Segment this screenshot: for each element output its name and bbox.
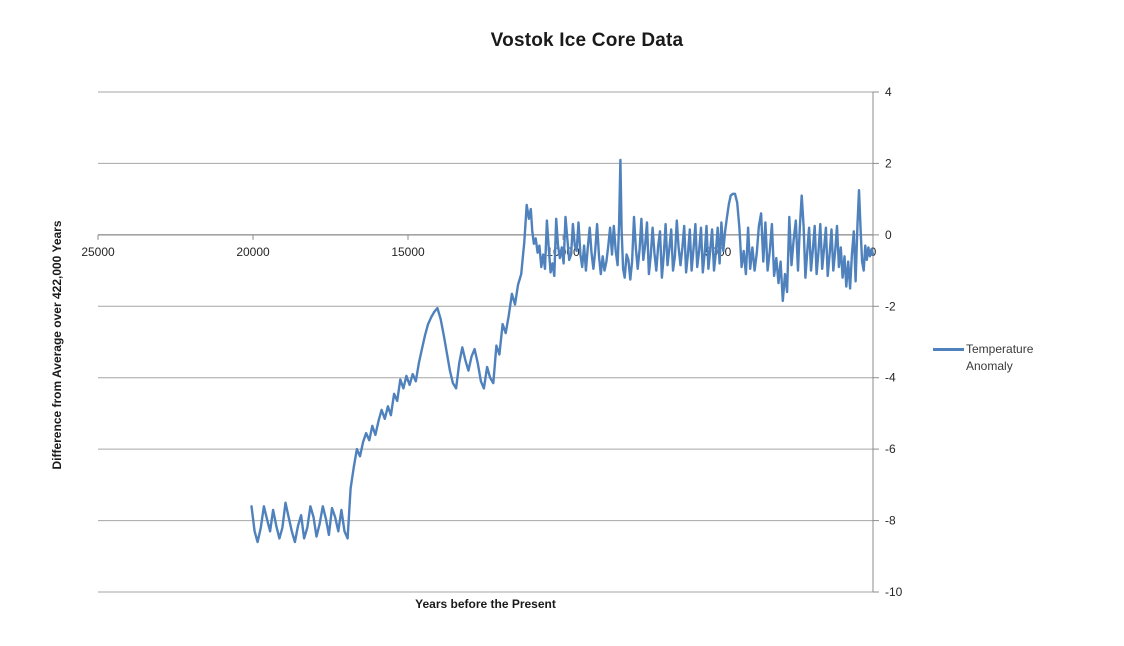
y-tick-label: -4 [885, 371, 896, 385]
y-tick-label: -10 [885, 585, 903, 599]
y-tick-label: -6 [885, 442, 896, 456]
y-tick-label: 0 [885, 228, 892, 242]
x-tick-label: 20000 [236, 245, 270, 259]
legend: Temperature Anomaly [933, 341, 1050, 375]
x-axis-title: Years before the Present [415, 597, 556, 611]
x-tick-label: 25000 [81, 245, 115, 259]
temperature-anomaly-line [250, 158, 875, 544]
legend-line-marker [933, 348, 964, 351]
y-tick-label: -8 [885, 514, 896, 528]
x-tick-label: 15000 [391, 245, 425, 259]
y-tick-label: -2 [885, 299, 896, 313]
legend-series-label: Temperature Anomaly [966, 342, 1034, 373]
chart-title: Vostok Ice Core Data [490, 30, 684, 51]
y-tick-label: 4 [885, 85, 892, 99]
y-tick-label: 2 [885, 156, 892, 170]
